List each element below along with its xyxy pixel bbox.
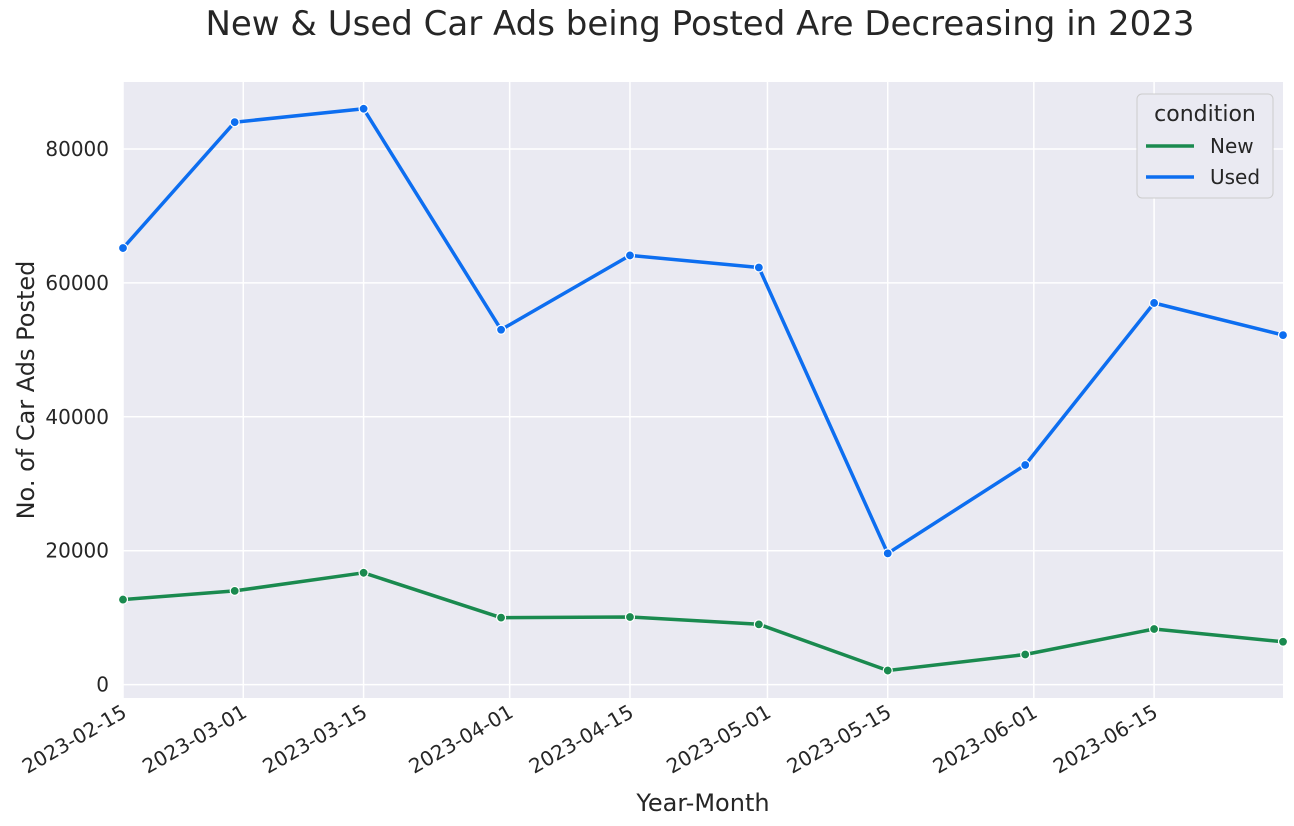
x-axis-label: Year-Month [635,789,769,817]
data-point-used [1277,329,1289,341]
x-tick-label: 2023-04-01 [405,700,518,779]
y-axis-label: No. of Car Ads Posted [12,261,40,520]
data-point-used [1020,459,1031,471]
y-axis-ticks: 0 20000 40000 60000 80000 [45,137,109,697]
data-point-used [882,548,893,559]
x-axis-ticks: 2023-02-15 2023-03-01 2023-03-15 2023-04-01… [18,700,1162,779]
y-tick-label: 20000 [45,539,109,563]
y-tick-label: 0 [96,673,109,697]
data-point-used [624,250,636,261]
data-point-new [117,594,129,605]
series-used [117,103,1289,559]
x-tick-label: 2023-04-15 [525,700,638,779]
data-point-new [495,612,507,623]
data-point-used [358,103,369,114]
legend-box [1136,93,1274,199]
chart-title: New & Used Car Ads being Posted Are Decr… [205,4,1194,44]
series-line-used [121,107,1285,556]
data-point-new [358,567,369,578]
data-point-new [624,611,636,623]
series-layer [117,103,1289,676]
y-tick-label: 40000 [45,405,109,429]
x-tick-label: 2023-06-01 [929,700,1042,779]
legend-label-new: New [1210,134,1254,158]
data-point-new [1149,623,1160,635]
x-tick-label: 2023-05-01 [662,700,775,779]
data-point-new [882,665,893,676]
data-point-new [753,619,764,630]
x-tick-label: 2023-03-01 [138,700,251,779]
data-point-used [1149,297,1160,309]
x-tick-label: 2023-02-15 [18,700,131,779]
y-tick-label: 80000 [45,137,109,161]
data-point-new [229,585,240,596]
plot-background [123,82,1283,698]
data-point-new [1020,649,1031,660]
data-point-used [495,324,507,335]
data-point-new [1277,636,1289,647]
legend-label-used: Used [1210,165,1260,189]
y-tick-label: 60000 [45,271,109,295]
x-tick-label: 2023-05-15 [783,700,896,779]
x-tick-label: 2023-06-15 [1049,700,1162,779]
data-point-used [117,242,129,254]
legend-title: condition [1154,102,1256,127]
legend: condition New Used [1136,93,1274,199]
series-new [117,567,1289,676]
data-point-used [753,262,764,273]
data-point-used [229,117,240,128]
series-line-new [121,571,1285,673]
grid [122,82,1283,698]
x-tick-label: 2023-03-15 [258,700,371,779]
